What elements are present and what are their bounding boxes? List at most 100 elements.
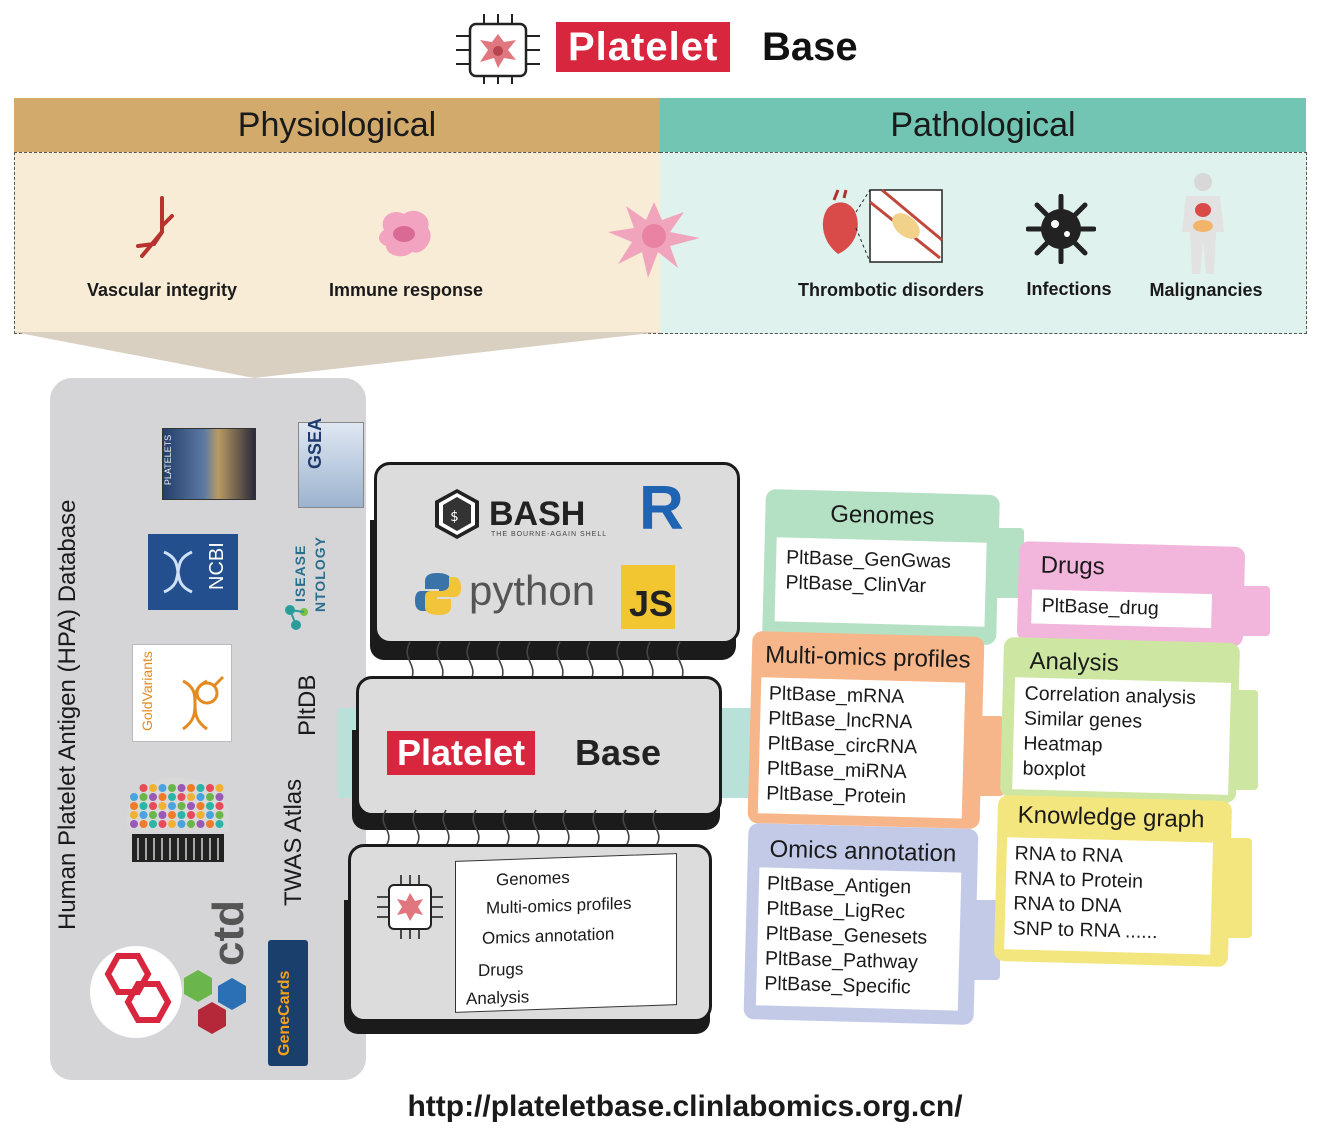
human-organs-icon (1182, 173, 1224, 274)
hpa-database-label: Human Platelet Antigen (HPA) Database (54, 499, 81, 930)
brain-dot (215, 811, 224, 819)
brain-dot (196, 802, 205, 810)
goldvariants-text: GoldVariants (139, 651, 155, 731)
virus-icon (1026, 194, 1096, 264)
tools-server: $ BASH THE BOURNE-AGAIN SHELL R python J… (374, 462, 740, 644)
brain-dot (168, 802, 176, 810)
brain-dot (187, 793, 195, 801)
analysis-title: Analysis (1029, 647, 1120, 677)
brain-dot (196, 784, 205, 792)
annotation-list: PltBase_Antigen PltBase_LigRec PltBase_G… (755, 867, 962, 1011)
ontology-text-2: NTOLOGY (312, 536, 328, 612)
platelets-book-cover: PLATELETS (162, 428, 256, 500)
knowledge-title: Knowledge graph (1017, 801, 1205, 834)
server-logo-base: Base (575, 732, 662, 773)
drugs-list: PltBase_drug (1031, 589, 1213, 629)
brain-dot (177, 820, 186, 828)
bash-logo-icon: $ (435, 489, 479, 539)
label-thrombotic-disorders: Thrombotic disorders (797, 280, 985, 300)
brain-dot (177, 784, 186, 792)
js-text: JS (629, 583, 674, 624)
annotation-item: PltBase_Specific (764, 972, 911, 999)
multiomics-card: Multi-omics profiles PltBase_mRNA PltBas… (747, 630, 985, 830)
hexagon-logo-icon (90, 946, 182, 1038)
module-multiomics[interactable]: Multi-omics profiles (486, 893, 632, 918)
platelet-icon (608, 202, 700, 278)
brain-dot (168, 820, 176, 828)
brain-dot (139, 820, 148, 828)
brain-dot (139, 811, 148, 819)
multiomics-item: PltBase_Protein (766, 782, 907, 809)
genecards-logo: GeneCards (268, 940, 308, 1066)
dna-magnifier-icon (182, 675, 225, 731)
python-logo-icon (415, 573, 461, 615)
brain-dot (215, 802, 224, 810)
module-genomes[interactable]: Genomes (496, 867, 570, 890)
pathological-header: Pathological (660, 98, 1306, 152)
gsea-logo: GSEA (298, 418, 364, 508)
brain-dot (177, 793, 186, 801)
ncbi-logo: NCBI (148, 534, 238, 610)
brain-dot (206, 820, 214, 828)
brain-dot (158, 802, 167, 810)
brain-dot (168, 811, 176, 819)
module-drugs[interactable]: Drugs (478, 959, 524, 981)
brain-dot (215, 784, 224, 792)
label-malignancies: Malignancies (1149, 280, 1263, 300)
ontology-text-1: ISEASE (292, 544, 308, 602)
brain-dot (206, 784, 214, 792)
ctd-text: ctd (204, 900, 253, 966)
brain-dot (149, 811, 157, 819)
multiomics-title: Multi-omics profiles (764, 641, 971, 674)
dna-helix-icon (163, 550, 193, 594)
brain-dot (196, 793, 205, 801)
heart-thrombus-icon (822, 188, 943, 263)
brain-dot (158, 793, 167, 801)
pltdb-label: PltDB (294, 674, 321, 736)
brain-dot (149, 820, 157, 828)
knowledge-card: Knowledge graph RNA to RNA RNA to Protei… (993, 794, 1233, 968)
brain-dot (149, 793, 157, 801)
knowledge-list: RNA to RNA RNA to Protein RNA to DNA SNP… (1004, 837, 1214, 955)
brain-dot (206, 811, 214, 819)
drugs-item: PltBase_drug (1041, 594, 1159, 620)
knowledge-item: SNP to RNA ...... (1012, 917, 1158, 944)
brain-dot (215, 793, 224, 801)
goldvariants-logo: GoldVariants (132, 644, 232, 742)
logo-platelet-text: Platelet (556, 22, 731, 72)
server-logo-platelet: Platelet (387, 731, 536, 775)
brain-dot (215, 820, 224, 828)
brain-dot (130, 820, 138, 828)
pathological-title: Pathological (890, 106, 1076, 144)
analysis-list: Correlation analysis Similar genes Heatm… (1012, 677, 1232, 795)
website-url[interactable]: http://plateletbase.clinlabomics.org.cn/ (407, 1090, 963, 1123)
drugs-card: Drugs PltBase_drug (1016, 541, 1246, 647)
multiomics-list: PltBase_mRNA PltBase_lncRNA PltBase_circ… (757, 677, 966, 819)
gsea-text: GSEA (305, 417, 325, 469)
physiological-title: Physiological (237, 106, 437, 144)
bash-text: BASH (489, 495, 586, 533)
platelet-chip-icon (456, 14, 540, 84)
ncbi-text: NCBI (206, 542, 228, 590)
brain-dot (149, 784, 157, 792)
brain-dot (177, 811, 186, 819)
brain-dot (168, 793, 176, 801)
brain-dot (206, 802, 214, 810)
blood-vessel-icon (136, 196, 174, 258)
r-logo: R (639, 474, 684, 543)
brain-dot (177, 802, 186, 810)
module-analysis[interactable]: Analysis (466, 987, 530, 1009)
label-immune-response: Immune response (328, 280, 484, 300)
physiological-body (14, 152, 661, 334)
module-annotation[interactable]: Omics annotation (482, 924, 615, 948)
disease-ontology-logo: ISEASE NTOLOGY (282, 520, 342, 632)
brain-dot (206, 793, 214, 801)
brain-dot (130, 811, 138, 819)
twas-atlas-label: TWAS Atlas (280, 778, 307, 906)
brain-dot (187, 820, 195, 828)
brain-dot (139, 802, 148, 810)
platelet-chip-small-icon (377, 875, 443, 939)
brain-dot (149, 802, 157, 810)
annotation-title: Omics annotation (769, 835, 957, 868)
label-vascular-integrity: Vascular integrity (86, 280, 238, 300)
